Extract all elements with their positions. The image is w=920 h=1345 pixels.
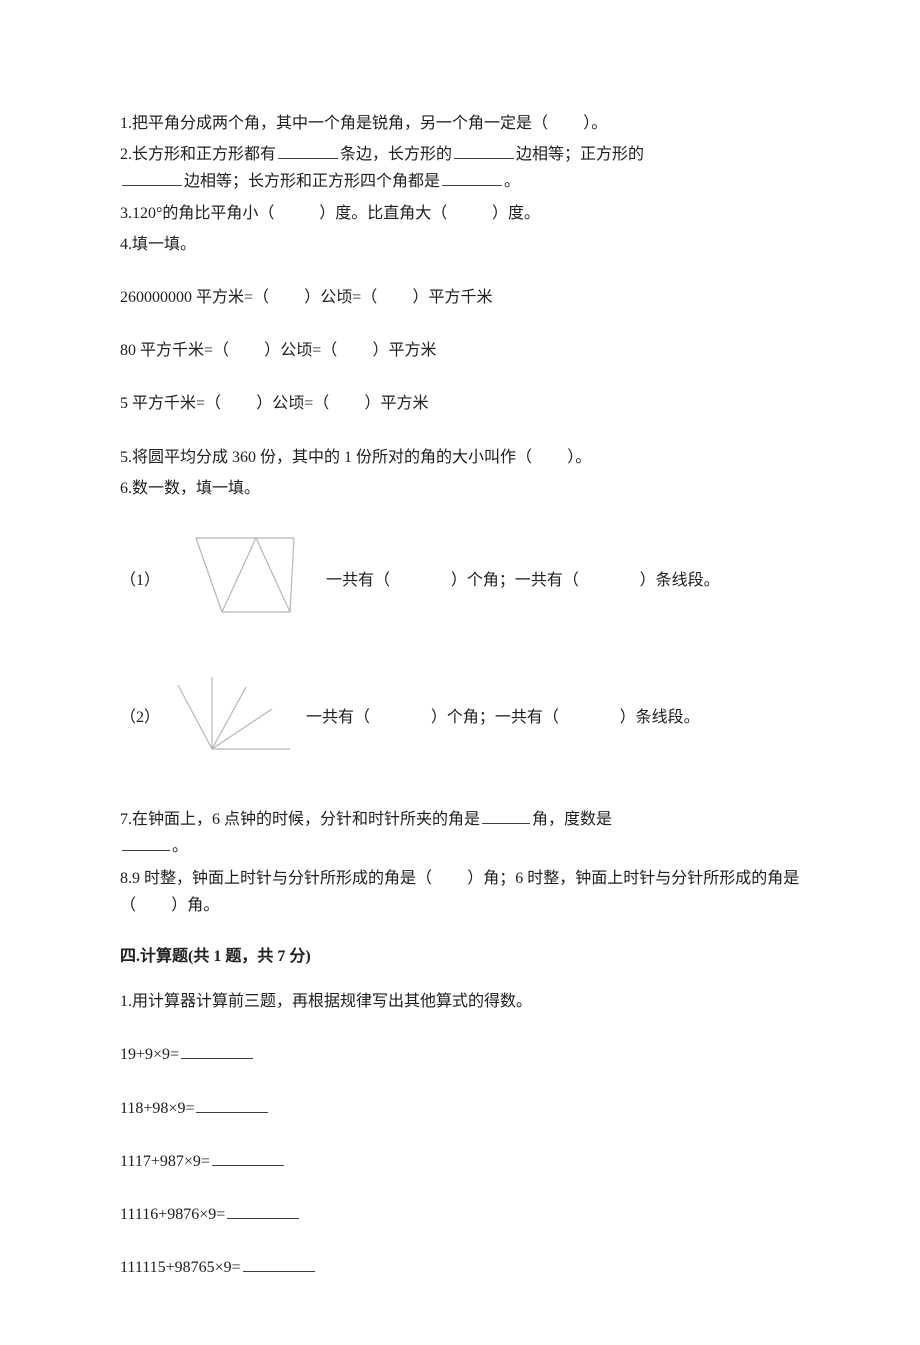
question-5: 5.将圆平均分成 360 份，其中的 1 份所对的角的大小叫作（ ）。 — [120, 444, 800, 471]
q4l2-a: 80 平方千米=（ — [120, 342, 229, 359]
q6-2-a: 一共有（ — [306, 704, 370, 731]
q3-text-a: 3.120°的角比平角小（ — [120, 205, 274, 222]
q4l1-b: ）公顷=（ — [304, 289, 377, 306]
rays-figure — [168, 669, 298, 757]
question-3: 3.120°的角比平角小（ ）度。比直角大（ ）度。 — [120, 200, 800, 227]
question-1: 1.把平角分成两个角，其中一个角是锐角，另一个角一定是（ ）。 — [120, 110, 800, 137]
eq-5: 111115+98765×9= — [120, 1254, 800, 1281]
blank — [122, 169, 182, 186]
eq4-text: 11116+9876×9= — [120, 1206, 225, 1223]
section-4-q1: 1.用计算器计算前三题，再根据规律写出其他算式的得数。 — [120, 988, 800, 1015]
eq1-text: 19+9×9= — [120, 1046, 179, 1063]
spacer — [120, 422, 800, 444]
q6-1-num: （1） — [120, 567, 160, 594]
question-4-line2: 80 平方千米=（ ）公顷=（ ）平方米 — [120, 337, 800, 364]
question-6-title: 6.数一数，填一填。 — [120, 475, 800, 502]
blank — [278, 142, 338, 159]
spacer — [120, 315, 800, 337]
section-4-heading: 四.计算题(共 1 题，共 7 分) — [120, 943, 800, 970]
eq2-text: 118+98×9= — [120, 1100, 194, 1117]
blank — [482, 807, 530, 824]
spacer — [120, 1232, 800, 1254]
blank — [122, 834, 170, 851]
question-2: 2.长方形和正方形都有 条边，长方形的 边相等；正方形的 边相等；长方形和正方形四个… — [120, 141, 800, 195]
q2-text-b: 条边，长方形的 — [340, 146, 452, 163]
q1-text-b: ）。 — [583, 115, 607, 132]
eq-2: 118+98×9= — [120, 1095, 800, 1122]
q2-text-a: 2.长方形和正方形都有 — [120, 146, 276, 163]
q6-1-b: ）个角；一共有（ — [451, 567, 579, 594]
eq-3: 1117+987×9= — [120, 1148, 800, 1175]
blank — [243, 1255, 315, 1272]
spacer — [120, 368, 800, 390]
question-8: 8.9 时整，钟面上时针与分针所形成的角是（）角；6 时整，钟面上时针与分针所形… — [120, 865, 800, 919]
eq5-text: 111115+98765×9= — [120, 1259, 241, 1276]
q7-c: 。 — [172, 838, 188, 855]
eq3-text: 1117+987×9= — [120, 1153, 210, 1170]
q4l1-a: 260000000 平方米=（ — [120, 289, 269, 306]
q4l3-a: 5 平方千米=（ — [120, 395, 221, 412]
question-6-2: （2） 一共有（ ）个角；一共有（ ）条线段。 — [120, 669, 800, 766]
q6-2-num: （2） — [120, 704, 160, 731]
question-4-title: 4.填一填。 — [120, 231, 800, 258]
q8-c: ）角。 — [171, 897, 219, 914]
spacer — [120, 1179, 800, 1201]
q3-text-b: ）度。比直角大（ — [319, 205, 447, 222]
spacer — [120, 1073, 800, 1095]
blank — [442, 169, 502, 186]
q7-b: 角，度数是 — [532, 811, 612, 828]
q5-b: ）。 — [567, 449, 591, 466]
q4l1-c: ）平方千米 — [412, 289, 492, 306]
blank — [454, 142, 514, 159]
spacer — [120, 1019, 800, 1041]
question-4-line3: 5 平方千米=（ ）公顷=（ ）平方米 — [120, 390, 800, 417]
q6-1-c: ）条线段。 — [640, 567, 720, 594]
q8-a: 8.9 时整，钟面上时针与分针所形成的角是（ — [120, 870, 432, 887]
blank — [196, 1096, 268, 1113]
q6-2-b: ）个角；一共有（ — [431, 704, 559, 731]
q5-a: 5.将圆平均分成 360 份，其中的 1 份所对的角的大小叫作（ — [120, 449, 532, 466]
q2-text-e: 。 — [504, 173, 520, 190]
q7-a: 7.在钟面上，6 点钟的时候，分针和时针所夹的角是 — [120, 811, 480, 828]
q3-text-c: ）度。 — [492, 205, 540, 222]
q6-1-a: 一共有（ — [326, 567, 390, 594]
q4l3-b: ）公顷=（ — [256, 395, 329, 412]
spacer — [120, 1126, 800, 1148]
q4l3-c: ）平方米 — [364, 395, 428, 412]
question-6-1: （1） 一共有（ ）个角；一共有（ ）条线段。 — [120, 532, 800, 629]
q4l2-b: ）公顷=（ — [264, 342, 337, 359]
worksheet-page: 1.把平角分成两个角，其中一个角是锐角，另一个角一定是（ ）。 2.长方形和正方形… — [0, 0, 920, 1345]
question-7: 7.在钟面上，6 点钟的时候，分针和时针所夹的角是 角，度数是 。 — [120, 806, 800, 860]
spacer — [120, 262, 800, 284]
figure-2 — [168, 669, 298, 766]
q2-text-c: 边相等；正方形的 — [516, 146, 644, 163]
blank — [227, 1202, 299, 1219]
q2-text-d: 边相等；长方形和正方形四个角都是 — [184, 173, 440, 190]
blank — [181, 1042, 253, 1059]
blank — [212, 1149, 284, 1166]
eq-4: 11116+9876×9= — [120, 1201, 800, 1228]
triangle-figure — [168, 532, 318, 620]
figure-1 — [168, 532, 318, 629]
q4l2-c: ）平方米 — [372, 342, 436, 359]
q1-text-a: 1.把平角分成两个角，其中一个角是锐角，另一个角一定是（ — [120, 115, 548, 132]
q6-2-c: ）条线段。 — [620, 704, 700, 731]
eq-1: 19+9×9= — [120, 1041, 800, 1068]
question-4-line1: 260000000 平方米=（ ）公顷=（ ）平方千米 — [120, 284, 800, 311]
